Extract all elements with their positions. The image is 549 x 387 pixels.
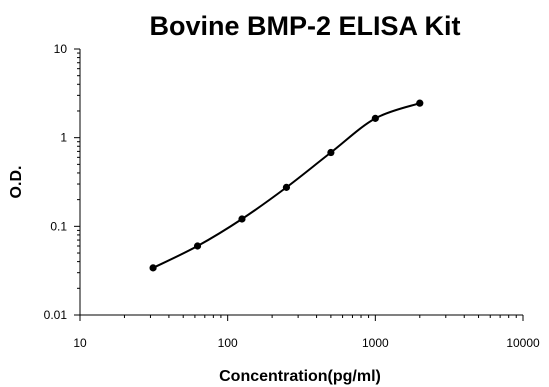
y-axis-title: O.D. — [8, 166, 25, 199]
data-point — [238, 215, 246, 223]
x-tick-label: 1000 — [362, 336, 389, 350]
tick-labels: 10 100 1000 10000 0.01 0.1 1 10 — [44, 42, 540, 350]
axes — [79, 49, 523, 316]
data-point — [149, 264, 157, 272]
data-point — [282, 183, 291, 191]
data-point — [416, 99, 424, 107]
data-point — [193, 242, 202, 250]
data-point — [327, 148, 335, 157]
x-tick-label: 10 — [73, 336, 87, 350]
y-tick-label: 10 — [54, 42, 68, 56]
y-tick-label: 0.1 — [50, 219, 67, 233]
data-points — [149, 99, 424, 272]
chart-title: Bovine BMP-2 ELISA Kit — [149, 11, 460, 41]
x-axis-title: Concentration(pg/ml) — [219, 368, 381, 385]
data-point — [371, 114, 379, 122]
x-tick-label: 10000 — [506, 336, 540, 350]
y-tick-label: 0.01 — [44, 308, 68, 322]
ticks — [74, 48, 524, 321]
y-tick-label: 1 — [60, 131, 67, 145]
x-tick-label: 100 — [218, 336, 238, 350]
